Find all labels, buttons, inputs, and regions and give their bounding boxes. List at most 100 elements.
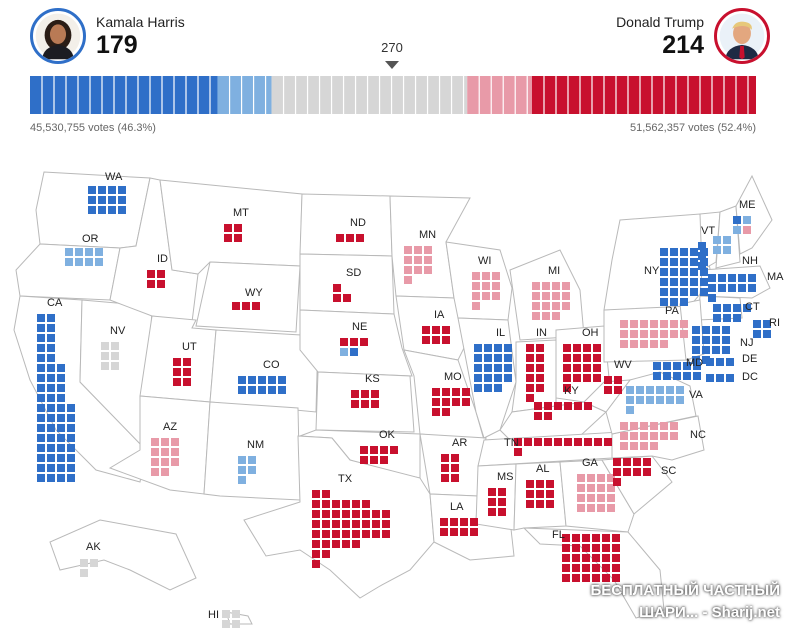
state-mi[interactable]: MI (532, 265, 570, 320)
state-wa[interactable]: WA (88, 171, 126, 214)
state-mo[interactable]: MO (432, 371, 470, 416)
electoral-vote-tile (728, 274, 736, 282)
state-label-hi: HI (208, 609, 219, 621)
electoral-vote-tile (452, 398, 460, 406)
candidate-harris: Kamala Harris 179 (30, 8, 195, 64)
state-oh[interactable]: OH (563, 327, 601, 392)
state-de[interactable]: DE (706, 353, 757, 366)
state-id[interactable]: ID (147, 253, 168, 288)
electoral-vote-tile (733, 314, 741, 322)
state-hi[interactable]: HI (208, 609, 240, 628)
electoral-vote-tile (532, 302, 540, 310)
state-il[interactable]: IL (474, 327, 512, 392)
electoral-vote-tile (340, 348, 348, 356)
state-wv[interactable]: WV (604, 359, 632, 394)
state-ks[interactable]: KS (351, 373, 380, 408)
electoral-vote-tile (722, 346, 730, 354)
state-ca[interactable]: CA (37, 297, 75, 482)
electoral-vote-tile (763, 320, 771, 328)
state-ky[interactable]: KY (534, 385, 592, 420)
electoral-vote-tile (536, 490, 544, 498)
state-va[interactable]: VA (626, 386, 704, 414)
state-nv[interactable]: NV (101, 325, 126, 370)
electoral-vote-tile (67, 404, 75, 412)
state-dc[interactable]: DC (706, 371, 758, 383)
state-label-sd: SD (346, 267, 361, 279)
state-mt[interactable]: MT (224, 207, 249, 242)
state-nh[interactable]: NH (713, 236, 758, 267)
state-wy[interactable]: WY (232, 287, 263, 310)
electoral-vote-tile (593, 354, 601, 362)
electoral-vote-tile (700, 278, 708, 286)
state-me[interactable]: ME (733, 199, 756, 234)
electoral-vote-tile (683, 372, 691, 380)
state-ne[interactable]: NE (340, 321, 368, 356)
electoral-vote-tile (382, 530, 390, 538)
electoral-vote-tile (37, 414, 45, 422)
state-ia[interactable]: IA (422, 309, 450, 344)
state-nm[interactable]: NM (238, 439, 264, 484)
state-az[interactable]: AZ (151, 421, 179, 476)
electoral-vote-tile (574, 402, 582, 410)
state-ct[interactable]: CT (713, 301, 760, 322)
state-label-ms: MS (497, 471, 514, 483)
electoral-vote-tile (322, 520, 330, 528)
electoral-vote-tile (680, 258, 688, 266)
electoral-vote-tile (592, 564, 600, 572)
state-sd[interactable]: SD (333, 267, 361, 302)
state-ms[interactable]: MS (488, 471, 514, 516)
electoral-vote-tile (322, 510, 330, 518)
state-label-pa: PA (665, 305, 680, 317)
state-ak[interactable]: AK (80, 541, 101, 577)
electoral-vote-tile (57, 454, 65, 462)
state-pa[interactable]: PA (620, 305, 688, 348)
state-tx[interactable]: TX (312, 473, 390, 568)
state-vt[interactable]: VT (698, 225, 715, 270)
watermark-line-2: ШАРИ... - Sharij.net (639, 604, 780, 621)
state-tn[interactable]: TN (504, 437, 612, 456)
state-wi[interactable]: WI (472, 255, 500, 310)
electoral-vote-tile (554, 438, 562, 446)
electoral-vote-tile (268, 386, 276, 394)
electoral-vote-tile (680, 278, 688, 286)
state-in[interactable]: IN (526, 327, 547, 402)
electoral-vote-tile (360, 456, 368, 464)
electoral-vote-tile (151, 458, 159, 466)
state-nc[interactable]: NC (620, 422, 706, 450)
state-ga[interactable]: GA (577, 457, 615, 512)
electoral-vote-tile (534, 412, 542, 420)
state-or[interactable]: OR (65, 233, 103, 266)
electoral-vote-tile (67, 414, 75, 422)
state-mn[interactable]: MN (404, 229, 436, 284)
electoral-vote-tile (118, 186, 126, 194)
electoral-vote-tile (743, 216, 751, 224)
state-ut[interactable]: UT (173, 341, 197, 386)
electoral-vote-tile (670, 432, 678, 440)
electoral-vote-tile (232, 620, 240, 628)
electoral-vote-tile (636, 396, 644, 404)
electoral-vote-tile (242, 302, 250, 310)
state-la[interactable]: LA (440, 501, 478, 536)
state-co[interactable]: CO (238, 359, 286, 394)
state-al[interactable]: AL (526, 463, 554, 508)
electoral-vote-tile (57, 374, 65, 382)
state-md[interactable]: MD (653, 357, 703, 380)
electoral-vote-tile (690, 258, 698, 266)
state-sc[interactable]: SC (613, 458, 676, 486)
electoral-vote-tile (670, 330, 678, 338)
electoral-vote-tile (554, 402, 562, 410)
electoral-vote-tile (532, 282, 540, 290)
state-nd[interactable]: ND (336, 217, 366, 242)
electoral-vote-tile (713, 304, 721, 312)
electoral-vote-tile (336, 234, 344, 242)
electoral-vote-tile (532, 292, 540, 300)
state-ri[interactable]: RI (753, 317, 780, 338)
electoral-vote-tile (650, 340, 658, 348)
state-fl[interactable]: FL (552, 529, 620, 582)
state-ar[interactable]: AR (441, 437, 467, 482)
electoral-vote-tile (702, 336, 710, 344)
electoral-vote-tile (474, 374, 482, 382)
state-ok[interactable]: OK (360, 429, 398, 464)
state-label-wy: WY (245, 287, 263, 299)
state-ma[interactable]: MA (708, 271, 784, 302)
